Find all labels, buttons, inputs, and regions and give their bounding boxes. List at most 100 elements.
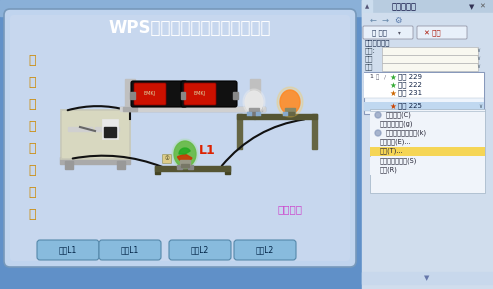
Text: 搁灯L2: 搁灯L2 (256, 245, 274, 255)
Text: ▼: ▼ (469, 4, 475, 10)
Text: 🖼 更改: 🖼 更改 (372, 29, 387, 36)
Text: 电: 电 (28, 99, 36, 112)
Text: ⚙: ⚙ (394, 16, 401, 25)
FancyBboxPatch shape (184, 83, 216, 105)
Text: ∨: ∨ (478, 103, 482, 108)
Bar (364, 102, 484, 111)
Bar (181, 164, 189, 167)
Text: L1: L1 (199, 144, 216, 157)
Bar (62, 111, 128, 157)
Bar (362, 0, 493, 13)
Text: EMKJ: EMKJ (194, 92, 206, 97)
Bar (382, 47, 478, 55)
Bar (237, 114, 242, 149)
Bar (370, 120, 485, 129)
Text: 串: 串 (28, 55, 36, 68)
Text: 属性: 属性 (365, 56, 374, 62)
Text: 从上一项之后开始(k): 从上一项之后开始(k) (386, 130, 427, 136)
Text: 速度: 速度 (365, 64, 374, 70)
Bar (250, 79, 260, 107)
Bar (370, 157, 485, 166)
Text: ★: ★ (389, 88, 396, 97)
FancyBboxPatch shape (37, 240, 99, 260)
Text: 搁灯L1: 搁灯L1 (59, 245, 77, 255)
Text: 搁灯L2: 搁灯L2 (191, 245, 209, 255)
Bar (382, 55, 478, 63)
Text: ∨: ∨ (476, 64, 480, 69)
Text: 搁灯L1: 搁灯L1 (121, 245, 139, 255)
Text: ✕ 删除: ✕ 删除 (424, 29, 441, 36)
Bar (283, 112, 288, 116)
Text: 路: 路 (28, 121, 36, 134)
FancyBboxPatch shape (417, 26, 467, 39)
Text: ✕: ✕ (479, 4, 485, 10)
Text: →: → (382, 16, 389, 25)
Bar (60, 109, 130, 159)
Text: ▲: ▲ (365, 5, 369, 10)
Bar (312, 114, 317, 149)
Bar (95, 127, 119, 131)
Bar (370, 109, 485, 193)
Bar (362, 0, 493, 289)
Text: 修改所选效果: 修改所选效果 (365, 40, 390, 46)
Text: 1: 1 (369, 75, 373, 79)
Bar (249, 108, 259, 113)
Ellipse shape (174, 141, 196, 167)
Text: 从上一项开始(g): 从上一项开始(g) (380, 121, 414, 127)
Bar (362, 13, 493, 26)
Text: 日定义动画: 日定义动画 (392, 3, 417, 12)
Text: 联: 联 (28, 77, 36, 90)
Bar (370, 147, 485, 156)
Bar (120, 107, 265, 111)
Text: 验: 验 (28, 208, 36, 221)
Bar (370, 129, 485, 138)
Bar (155, 166, 230, 171)
Text: ▾: ▾ (398, 30, 400, 35)
Bar (177, 165, 182, 169)
Ellipse shape (277, 87, 303, 117)
FancyBboxPatch shape (99, 240, 161, 260)
Ellipse shape (243, 89, 265, 115)
FancyBboxPatch shape (131, 81, 187, 107)
Ellipse shape (172, 139, 198, 169)
Text: 组合 222: 组合 222 (398, 82, 422, 88)
Bar (364, 89, 484, 98)
Circle shape (375, 112, 381, 118)
Bar (0, 0, 362, 289)
Bar (248, 107, 262, 111)
Text: 实: 实 (28, 186, 36, 199)
Bar (370, 166, 485, 175)
Bar (370, 111, 485, 120)
Ellipse shape (245, 91, 263, 113)
Bar (130, 92, 135, 99)
Text: /: / (384, 75, 386, 79)
Bar (370, 138, 485, 147)
Bar (225, 166, 230, 174)
Bar (286, 112, 294, 115)
Bar (181, 92, 185, 99)
Text: ∨: ∨ (476, 49, 480, 53)
FancyBboxPatch shape (234, 240, 296, 260)
Text: 单击开始(C): 单击开始(C) (386, 112, 412, 118)
Bar (364, 72, 484, 114)
Text: ▼: ▼ (424, 275, 430, 281)
Bar (117, 161, 125, 169)
FancyBboxPatch shape (181, 81, 237, 107)
Text: 组合 229: 组合 229 (398, 74, 422, 80)
Text: 显示高级日程表(S): 显示高级日程表(S) (380, 158, 418, 164)
Bar (250, 112, 258, 115)
FancyBboxPatch shape (363, 26, 413, 39)
Wedge shape (179, 148, 190, 154)
Bar (237, 114, 317, 119)
Bar (68, 127, 92, 131)
Ellipse shape (280, 90, 300, 114)
Bar (364, 73, 484, 82)
Bar (104, 127, 116, 137)
Bar (285, 108, 295, 113)
Bar (362, 0, 372, 13)
FancyBboxPatch shape (163, 155, 172, 164)
Bar (188, 165, 193, 169)
Text: 删除(R): 删除(R) (380, 167, 398, 173)
Text: ★: ★ (389, 81, 396, 90)
Text: WPS演示串并联电路实验（三）: WPS演示串并联电路实验（三） (109, 19, 271, 37)
